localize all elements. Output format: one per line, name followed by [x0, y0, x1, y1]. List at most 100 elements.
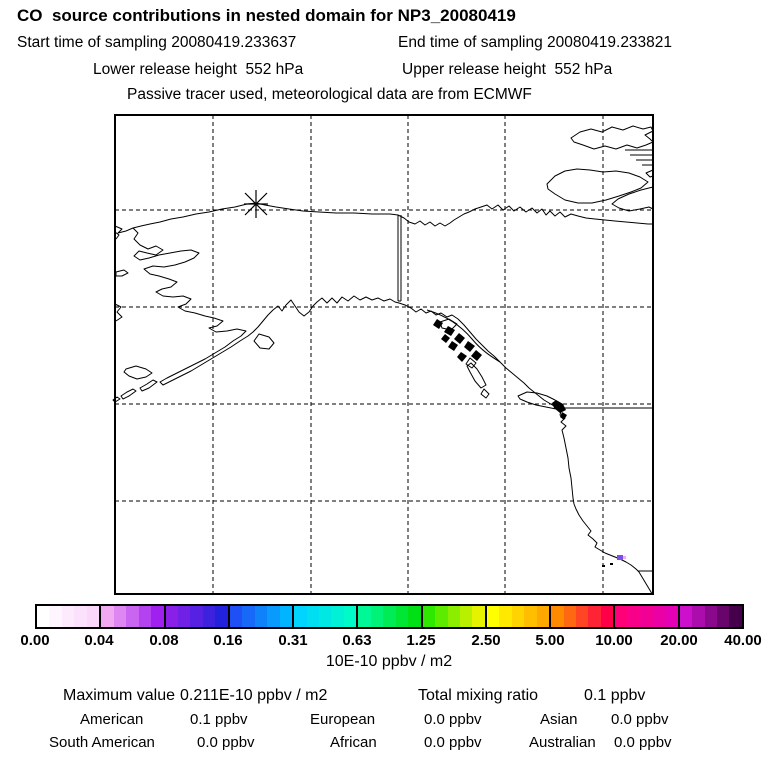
colorbar-strip [343, 606, 357, 627]
maximum-value-value: 0.211E-10 ppbv / m2 [180, 687, 328, 704]
colorbar-strip [435, 606, 448, 627]
region-label-asian: Asian [540, 711, 578, 728]
archipelago-island [471, 350, 482, 361]
colorbar-segment [613, 606, 678, 627]
colorbar-tick-label: 5.00 [535, 632, 565, 649]
colorbar-strip [563, 606, 577, 627]
colorbar-strip [729, 606, 742, 627]
banks-island-outline [546, 168, 649, 204]
colorbar-strip [165, 606, 178, 627]
colorbar-strip [318, 606, 332, 627]
region-label-australian: Australian [529, 734, 596, 751]
colorbar-strip [652, 606, 666, 627]
colorbar-strip [306, 606, 319, 627]
colorbar-tick-label: 0.31 [278, 632, 308, 649]
colorbar-strip [101, 606, 114, 627]
channel-island-speck [602, 565, 605, 567]
colorbar-strip [190, 606, 203, 627]
colorbar-strip [665, 606, 678, 627]
colorbar-segment [484, 606, 550, 627]
total-mixing-ratio-label: Total mixing ratio [418, 687, 539, 704]
alaska-yukon-border-line [397, 215, 402, 302]
colorbar-strip [551, 606, 564, 627]
colorbar-tick-label: 1.25 [406, 632, 436, 649]
region-label-south-american: South American [49, 734, 155, 751]
victoria-island-outline [611, 186, 654, 212]
melville-island-outline [570, 125, 654, 150]
colorbar-segment [227, 606, 293, 627]
concentration-cell-violet [617, 555, 623, 560]
end-time-text: End time of sampling 20080419.233821 [398, 34, 673, 51]
colorbar-tick-label: 0.08 [149, 632, 179, 649]
haida-gwaii-outline [466, 362, 487, 389]
colorbar-strip [472, 606, 485, 627]
colorbar-strip [358, 606, 371, 627]
channel-island-speck [610, 563, 613, 565]
archipelago-outline [439, 318, 458, 331]
region-value-american: 0.1 ppbv [190, 711, 248, 728]
region-value-asian: 0.0 ppbv [611, 711, 669, 728]
colorbar-strip [640, 606, 653, 627]
colorbar-strip [679, 606, 693, 627]
start-time-text: Start time of sampling 20080419.233637 [17, 34, 297, 51]
colorbar-strip [151, 606, 164, 627]
colorbar-strip [49, 606, 62, 627]
colorbar-segment [549, 606, 614, 627]
archipelago-island [441, 334, 450, 343]
chukotka-coast-fragment [114, 231, 120, 240]
colorbar-strip [254, 606, 268, 627]
colorbar-strip [294, 606, 307, 627]
archipelago-island [448, 341, 458, 351]
colorbar-strip [383, 606, 396, 627]
colorbar-segment [292, 606, 357, 627]
colorbar-tick-label: 40.00 [724, 632, 762, 649]
concentration-cell-pink [623, 556, 626, 559]
aleutian-island-outline [139, 379, 158, 392]
colorbar-strip [600, 606, 614, 627]
chukotka-coast-fragment [114, 303, 123, 322]
total-mixing-ratio-value: 0.1 ppbv [584, 687, 646, 704]
colorbar-strip [536, 606, 550, 627]
colorbar-strip [177, 606, 191, 627]
colorbar-segment [420, 606, 485, 627]
nunivak-island-outline [123, 365, 153, 380]
upper-release-text: Upper release height 552 hPa [402, 61, 613, 78]
colorbar-strip [86, 606, 100, 627]
colorbar-strip [138, 606, 152, 627]
colorbar-strip [459, 606, 473, 627]
lower-release-text: Lower release height 552 hPa [93, 61, 304, 78]
haida-gwaii-outline [480, 388, 490, 399]
colorbar-segment [99, 606, 164, 627]
colorbar-strip [692, 606, 705, 627]
archipelago-island [454, 333, 465, 344]
colorbar-strip [37, 606, 50, 627]
border-lines [397, 215, 653, 572]
region-value-australian: 0.0 ppbv [614, 734, 672, 751]
map-frame [114, 114, 654, 595]
colorbar-strip [486, 606, 500, 627]
aleutian-island-outline [120, 388, 137, 400]
colorbar-strip [395, 606, 409, 627]
colorbar-strip [215, 606, 228, 627]
colorbar-tick-label: 0.00 [20, 632, 50, 649]
colorbar-strip [499, 606, 512, 627]
colorbar-strip [61, 606, 75, 627]
grid-lines [115, 115, 653, 594]
colorbar-strip [447, 606, 460, 627]
page-title: CO source contributions in nested domain… [17, 6, 516, 25]
coastlines [112, 202, 653, 595]
colorbar-strip [74, 606, 87, 627]
colorbar-segment [356, 606, 421, 627]
colorbar-tick-label: 10.00 [595, 632, 633, 649]
colorbar-strip [279, 606, 293, 627]
region-label-african: African [330, 734, 377, 751]
concentration-cells [617, 555, 626, 560]
archipelago-island [457, 352, 467, 362]
release-point-star-icon [244, 190, 268, 218]
colorbar-strip [524, 606, 537, 627]
region-label-european: European [310, 711, 376, 728]
filled-islands [433, 319, 613, 567]
colorbar-strip [576, 606, 589, 627]
colorbar-strip [202, 606, 216, 627]
colorbar-strip [331, 606, 344, 627]
